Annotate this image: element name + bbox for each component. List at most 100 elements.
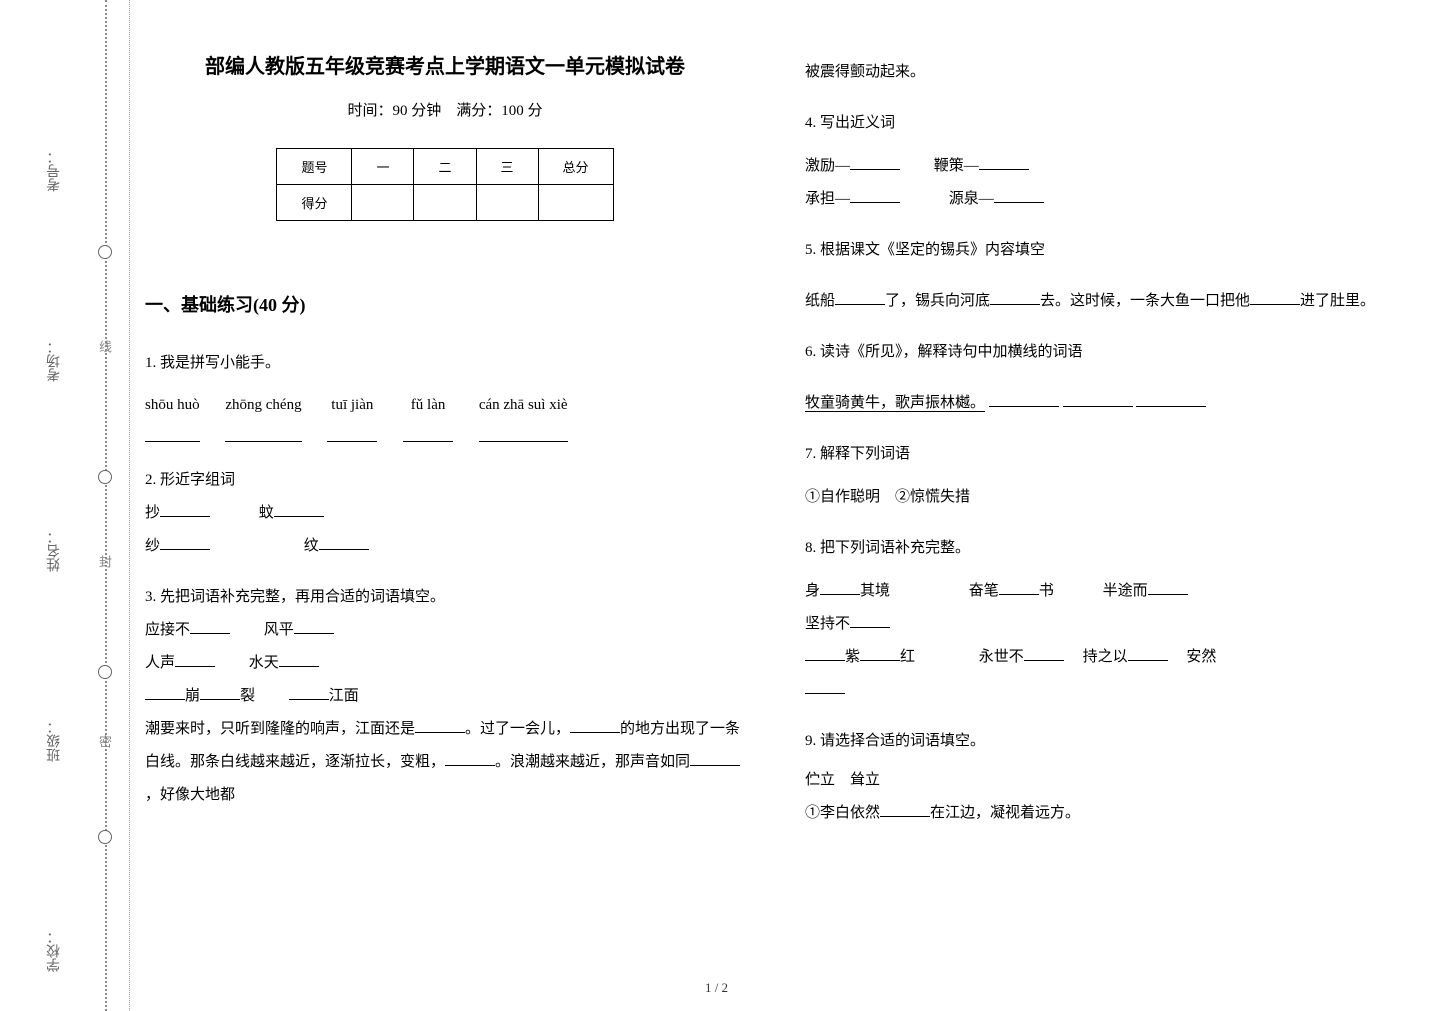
binding-dotted-line bbox=[105, 0, 107, 1011]
answer-blank bbox=[850, 152, 900, 170]
q3-para: 。过了一会儿， bbox=[465, 721, 570, 737]
q3-word: 水天 bbox=[249, 655, 279, 671]
q3-para: 潮要来时，只听到隆隆的响声，江面还是 bbox=[145, 721, 415, 737]
pinyin-text: shōu huò bbox=[145, 397, 200, 413]
q8-word: 坚持不 bbox=[805, 616, 850, 632]
binding-circle bbox=[98, 470, 112, 484]
answer-blank bbox=[289, 682, 329, 700]
answer-blank bbox=[1136, 389, 1206, 407]
pinyin-text: fǔ làn bbox=[411, 397, 446, 413]
pinyin-group: zhōng chéng bbox=[225, 390, 301, 442]
q2-line1: 抄 蚊 bbox=[145, 497, 745, 530]
q3-continuation: 被震得颤动起来。 bbox=[805, 56, 1405, 89]
score-cell bbox=[352, 185, 414, 221]
binding-circle bbox=[98, 245, 112, 259]
q5-para: 去。这时候，一条大鱼一口把他 bbox=[1040, 293, 1250, 309]
q4-text: 4. 写出近义词 bbox=[805, 107, 1405, 140]
score-cell bbox=[538, 185, 613, 221]
answer-blank bbox=[175, 649, 215, 667]
answer-blank bbox=[994, 185, 1044, 203]
q5-paragraph: 纸船了，锡兵向河底去。这时候，一条大鱼一口把他进了肚里。 bbox=[805, 285, 1405, 318]
page-number: 1 / 2 bbox=[705, 980, 728, 996]
pinyin-text: cán zhā suì xiè bbox=[479, 397, 568, 413]
binding-circle bbox=[98, 665, 112, 679]
q8-word: 半途而 bbox=[1103, 583, 1148, 599]
answer-blank bbox=[319, 532, 369, 550]
binding-section-mi: 密 bbox=[95, 735, 114, 748]
score-row-label: 得分 bbox=[277, 185, 352, 221]
q2-text: 2. 形近字组词 bbox=[145, 464, 745, 497]
question-1: 1. 我是拼写小能手。 shōu huò zhōng chéng tuī jià… bbox=[145, 347, 745, 446]
q8-word: 红 bbox=[900, 649, 915, 665]
q4-item: 源泉— bbox=[949, 191, 994, 207]
q8-text: 8. 把下列词语补充完整。 bbox=[805, 532, 1405, 565]
binding-label-xingming: 姓名： bbox=[45, 530, 65, 572]
q6-poem: 牧童骑黄牛，歌声振林樾。 bbox=[805, 395, 985, 411]
answer-blank bbox=[445, 748, 495, 766]
answer-blank bbox=[570, 715, 620, 733]
answer-blank bbox=[835, 287, 885, 305]
answer-blank bbox=[145, 682, 185, 700]
q3-line2: 人声 水天 bbox=[145, 647, 745, 680]
q3-word: 裂 bbox=[240, 688, 255, 704]
answer-blank bbox=[880, 799, 930, 817]
q4-item: 鞭策— bbox=[934, 158, 979, 174]
answer-blank bbox=[294, 616, 334, 634]
answer-blank bbox=[999, 577, 1039, 595]
q3-line3: 崩裂 江面 bbox=[145, 680, 745, 713]
binding-sidebar: 线 封 密 考号： 考场： 姓名： 班级： 学校： bbox=[0, 0, 130, 1011]
q6-poem-line: 牧童骑黄牛，歌声振林樾。 bbox=[805, 387, 1405, 420]
q8-word: 其境 bbox=[860, 583, 890, 599]
q7-items: ①自作聪明 ②惊慌失措 bbox=[805, 481, 1405, 514]
table-row: 题号 一 二 三 总分 bbox=[277, 149, 613, 185]
answer-blank bbox=[274, 499, 324, 517]
q8-word: 紫 bbox=[845, 649, 860, 665]
q3-line1: 应接不 风平 bbox=[145, 614, 745, 647]
q3-word: 崩 bbox=[185, 688, 200, 704]
q2-item: 纱 bbox=[145, 538, 160, 554]
answer-blank bbox=[1063, 389, 1133, 407]
score-header: 二 bbox=[414, 149, 476, 185]
score-header: 一 bbox=[352, 149, 414, 185]
answer-blank bbox=[415, 715, 465, 733]
q3-para: 。浪潮越来越近，那声音如同 bbox=[495, 754, 690, 770]
answer-blank bbox=[989, 389, 1059, 407]
binding-label-banji: 班级： bbox=[45, 720, 65, 762]
answer-blank bbox=[1128, 643, 1168, 661]
q8-line4 bbox=[805, 674, 1405, 707]
answer-blank bbox=[805, 643, 845, 661]
q6-text: 6. 读诗《所见》，解释诗句中加横线的词语 bbox=[805, 336, 1405, 369]
binding-label-xuexiao: 学校： bbox=[45, 930, 65, 972]
q4-item: 承担— bbox=[805, 191, 850, 207]
answer-blank bbox=[200, 682, 240, 700]
section-1-header: 一、基础练习(40 分) bbox=[145, 291, 745, 317]
pinyin-text: tuī jiàn bbox=[331, 397, 373, 413]
answer-blank bbox=[1148, 577, 1188, 595]
pinyin-group: fǔ làn bbox=[403, 390, 453, 442]
q5-para: 纸船 bbox=[805, 293, 835, 309]
q5-text: 5. 根据课文《坚定的锡兵》内容填空 bbox=[805, 234, 1405, 267]
question-2: 2. 形近字组词 抄 蚊 纱 纹 bbox=[145, 464, 745, 563]
q3-para: 被震得颤动起来。 bbox=[805, 64, 925, 80]
q8-word: 奋笔 bbox=[969, 583, 999, 599]
binding-section-feng: 封 bbox=[95, 555, 114, 568]
q3-word: 应接不 bbox=[145, 622, 190, 638]
left-column: 部编人教版五年级竞赛考点上学期语文一单元模拟试卷 时间：90 分钟 满分：100… bbox=[145, 50, 745, 848]
question-8: 8. 把下列词语补充完整。 身其境 奋笔书 半途而 坚持不 紫红 永世不 持之以… bbox=[805, 532, 1405, 707]
q3-word: 风平 bbox=[264, 622, 294, 638]
q9-s1a: ①李白依然 bbox=[805, 805, 880, 821]
answer-blank bbox=[860, 643, 900, 661]
answer-blank bbox=[990, 287, 1040, 305]
q2-item: 纹 bbox=[304, 538, 319, 554]
q3-paragraph: 潮要来时，只听到隆隆的响声，江面还是。过了一会儿，的地方出现了一条白线。那条白线… bbox=[145, 713, 745, 812]
q4-item: 激励— bbox=[805, 158, 850, 174]
exam-title: 部编人教版五年级竞赛考点上学期语文一单元模拟试卷 bbox=[145, 50, 745, 79]
answer-blank bbox=[145, 424, 200, 442]
q8-word: 安然 bbox=[1186, 649, 1216, 665]
binding-label-kaohao: 考号： bbox=[45, 150, 65, 192]
q8-line3: 紫红 永世不 持之以 安然 bbox=[805, 641, 1405, 674]
pinyin-group: tuī jiàn bbox=[327, 390, 377, 442]
q8-word: 身 bbox=[805, 583, 820, 599]
q2-item: 蚊 bbox=[259, 505, 274, 521]
q9-s1b: 在江边，凝视着远方。 bbox=[930, 805, 1080, 821]
